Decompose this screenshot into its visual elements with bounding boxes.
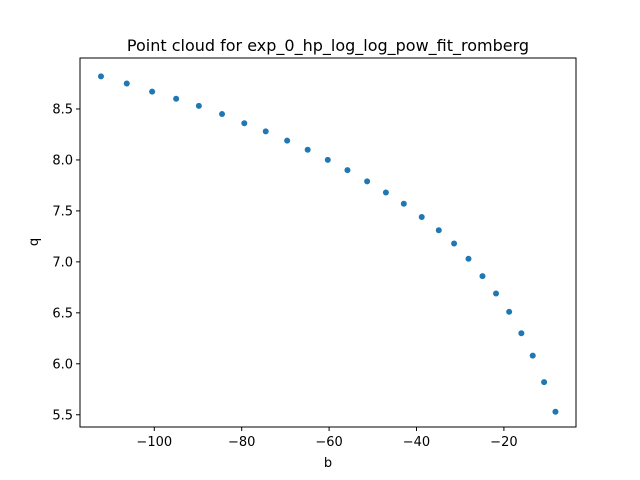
data-point [219, 111, 226, 118]
data-point [173, 95, 180, 102]
y-tick-label: 5.5 [52, 408, 73, 423]
data-point [418, 214, 425, 221]
data-point [506, 308, 513, 315]
axes-frame [79, 57, 577, 428]
data-point [493, 290, 500, 297]
data-point [304, 146, 311, 153]
data-point [451, 240, 458, 247]
data-point [241, 120, 248, 127]
x-tick-label: −60 [315, 435, 342, 450]
y-tick-label: 8.5 [52, 102, 73, 117]
data-point [195, 102, 202, 109]
x-tick-label: −40 [403, 435, 430, 450]
data-point [364, 178, 371, 185]
data-point [149, 88, 156, 95]
plot-area [97, 73, 559, 415]
y-axis-label: q [27, 238, 42, 246]
data-point [382, 189, 389, 196]
data-point [400, 200, 407, 207]
data-point [529, 352, 536, 359]
data-point [435, 227, 442, 234]
data-point [97, 73, 104, 80]
x-tick-label: −20 [490, 435, 517, 450]
y-tick-label: 6.5 [52, 306, 73, 321]
data-point [465, 255, 472, 262]
data-point [284, 137, 291, 144]
chart-title: Point cloud for exp_0_hp_log_log_pow_fit… [127, 36, 529, 56]
data-point [123, 80, 130, 87]
x-axis-ticks: −100 −80 −60 −40 −20 [136, 427, 518, 450]
data-point [541, 379, 548, 386]
y-axis-ticks: 5.5 6.0 6.5 7.0 7.5 8.0 8.5 [52, 102, 80, 423]
data-point [479, 273, 486, 280]
y-tick-label: 7.0 [52, 255, 73, 270]
data-point [262, 128, 269, 135]
y-tick-label: 7.5 [52, 204, 73, 219]
data-point [518, 330, 525, 337]
data-point [344, 167, 351, 174]
x-axis-label: b [324, 456, 332, 471]
x-tick-label: −80 [228, 435, 255, 450]
y-tick-label: 8.0 [52, 153, 73, 168]
data-point [552, 408, 559, 415]
x-tick-label: −100 [136, 435, 172, 450]
data-point [324, 156, 331, 163]
y-tick-label: 6.0 [52, 357, 73, 372]
